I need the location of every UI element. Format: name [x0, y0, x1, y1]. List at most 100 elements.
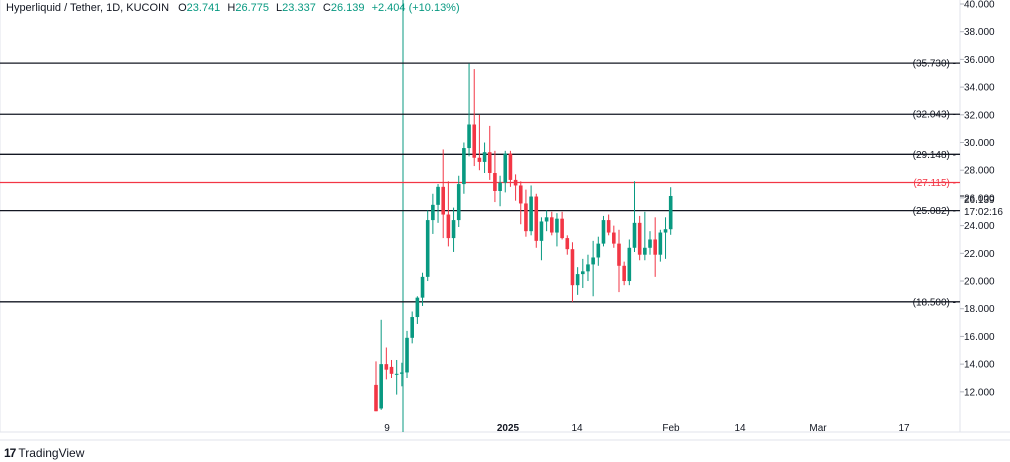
level-label: (29.148) -: [913, 150, 956, 161]
candle: [436, 184, 440, 223]
candle: [431, 193, 435, 234]
x-tick-label: 17: [898, 423, 910, 434]
candle-body: [565, 238, 570, 250]
candle: [601, 215, 606, 247]
tradingview-brand[interactable]: 17 TradingView: [4, 446, 84, 460]
high-key: H: [227, 2, 236, 14]
candle-body: [663, 229, 668, 233]
candle-body: [539, 221, 544, 241]
candle-body: [498, 182, 502, 191]
candle-body: [612, 232, 616, 244]
y-tick-label: 34.000: [964, 83, 995, 94]
candle-body: [503, 153, 508, 183]
candle-body: [606, 220, 611, 233]
low-key: L: [276, 2, 283, 14]
close-key: C: [322, 2, 331, 14]
candle-body: [394, 373, 399, 375]
candle: [539, 217, 544, 261]
candle-body: [596, 243, 601, 258]
candle: [643, 211, 647, 261]
symbol-title[interactable]: Hyperliquid / Tether, 1D, KUCOIN: [6, 2, 170, 14]
close-value: 26.139: [330, 2, 365, 14]
tradingview-name: TradingView: [18, 446, 85, 460]
candle: [498, 175, 502, 207]
candle-body: [374, 384, 378, 412]
level-label: (27.115) -: [913, 178, 956, 189]
candle-body: [441, 186, 446, 215]
candle-body: [617, 243, 621, 266]
level-label: (35.730) -: [913, 59, 956, 70]
y-tick-label: 38.000: [964, 27, 995, 38]
candle: [518, 181, 523, 225]
candle: [637, 215, 642, 261]
low-value: 23.337: [282, 2, 316, 14]
y-tick-label: 26.000: [964, 193, 995, 204]
countdown-label: 17:02:16: [964, 207, 1003, 218]
candle: [648, 231, 652, 255]
candle: [493, 150, 497, 203]
price-axis[interactable]: 12.000 14.000 16.000 18.000 20.000 22.000 24.0…: [960, 0, 995, 398]
x-tick-label: 2025: [497, 423, 520, 434]
candle-body: [518, 185, 523, 204]
candle-body: [524, 203, 528, 232]
candle-body: [410, 317, 414, 338]
candle: [627, 239, 632, 286]
y-tick-label: 14.000: [964, 360, 995, 371]
candle-body: [379, 364, 383, 409]
high-value: 26.775: [235, 2, 269, 14]
x-tick-label: 9: [384, 423, 390, 434]
candle-body: [415, 297, 420, 318]
x-tick-label: 14: [734, 423, 746, 434]
candle-body: [462, 148, 466, 185]
tradingview-logo-icon: 17: [4, 446, 16, 460]
candle: [524, 189, 528, 237]
candle-body: [425, 220, 430, 277]
candle: [400, 362, 404, 387]
candle-body: [648, 239, 652, 248]
candle-body: [384, 364, 389, 370]
candle-body: [451, 220, 456, 239]
candle: [549, 211, 554, 236]
candle-body: [431, 204, 435, 221]
level-label: (32.043) -: [913, 110, 956, 121]
candle: [632, 181, 637, 252]
y-tick-label: 24.000: [964, 221, 995, 232]
y-tick-label: 22.000: [964, 249, 995, 260]
candle: [472, 69, 477, 167]
candle-body: [581, 271, 585, 275]
candle-body: [534, 196, 539, 241]
time-axis[interactable]: 9 2025 14 Feb 14 Mar 17: [384, 423, 910, 434]
candle-body: [436, 186, 440, 205]
candle: [451, 207, 456, 252]
candle: [658, 229, 663, 262]
candle-body: [570, 249, 575, 286]
candle: [425, 210, 430, 282]
candle-body: [487, 152, 492, 173]
candle: [405, 330, 409, 378]
candle: [596, 236, 601, 266]
candle: [544, 210, 549, 232]
y-tick-label: 28.000: [964, 166, 995, 177]
candle: [389, 359, 394, 378]
candle-body: [668, 195, 673, 230]
candle-body: [405, 337, 409, 373]
level-label: (18.500) -: [913, 297, 956, 308]
candle-body: [586, 264, 590, 272]
candle: [513, 174, 518, 201]
candle: [467, 63, 471, 157]
candle: [487, 125, 492, 180]
open-key: O: [178, 2, 187, 14]
candle: [586, 254, 590, 282]
candle: [410, 311, 414, 344]
candle: [534, 193, 539, 248]
candle-body: [513, 179, 518, 186]
candle: [482, 142, 487, 173]
last-price-label: 26.139: [964, 195, 995, 206]
y-tick-label: 36.000: [964, 55, 995, 66]
candle-body: [477, 157, 482, 162]
candle-body: [482, 152, 487, 162]
candle-body: [472, 124, 477, 158]
candle: [668, 187, 673, 235]
chart-frame: [0, 0, 1010, 441]
